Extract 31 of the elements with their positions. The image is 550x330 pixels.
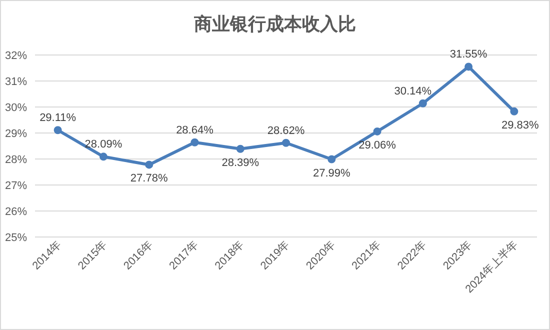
data-label: 27.78%	[130, 172, 168, 185]
point	[145, 160, 154, 169]
y-tick-label: 29%	[4, 128, 28, 140]
y-tick-label: 31%	[4, 76, 28, 88]
data-label: 28.64%	[176, 124, 214, 136]
data-label: 29.06%	[358, 139, 396, 152]
point	[373, 127, 382, 136]
data-label: 29.11%	[40, 112, 76, 124]
point	[282, 138, 290, 147]
y-tick-label: 28%	[4, 154, 28, 166]
point	[236, 144, 244, 153]
point	[54, 126, 62, 134]
point	[510, 107, 518, 116]
data-label: 28.62%	[267, 124, 305, 137]
data-label: 28.39%	[222, 156, 260, 169]
chart-title: 商业银行成本收入比	[193, 14, 356, 34]
data-label: 31.55%	[450, 48, 488, 61]
data-label: 27.99%	[312, 167, 351, 180]
y-tick-label: 27%	[4, 180, 28, 192]
point	[464, 62, 473, 71]
point	[99, 152, 108, 161]
y-tick-label: 32%	[4, 50, 28, 62]
point	[328, 155, 336, 164]
y-tick-label: 25%	[4, 232, 28, 244]
data-label: 28.09%	[84, 138, 122, 151]
point	[190, 138, 199, 146]
y-tick-label: 26%	[4, 206, 28, 218]
y-tick-label: 30%	[4, 102, 28, 114]
data-label: 30.14%	[394, 85, 432, 98]
data-label: 29.83%	[502, 119, 540, 132]
point	[418, 99, 427, 108]
